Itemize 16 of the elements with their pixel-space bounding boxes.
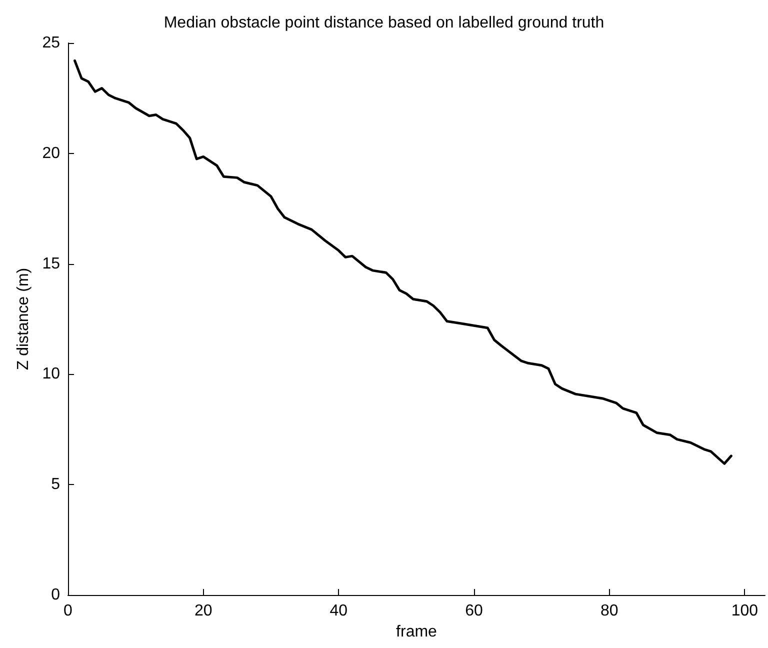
y-tick-label: 5 bbox=[51, 476, 60, 494]
chart-title: Median obstacle point distance based on labelled ground truth bbox=[164, 14, 604, 32]
x-tick-label: 40 bbox=[330, 602, 348, 620]
y-tick-label: 10 bbox=[42, 366, 60, 383]
x-tick-label: 100 bbox=[731, 602, 758, 620]
x-tick-label: 60 bbox=[465, 602, 484, 620]
x-tick-label: 0 bbox=[64, 602, 73, 620]
x-axis-title: frame bbox=[396, 623, 438, 640]
x-tick-label: 20 bbox=[194, 602, 212, 620]
y-tick-label: 15 bbox=[42, 255, 60, 272]
y-tick-label: 25 bbox=[42, 34, 60, 52]
x-tick-label: 80 bbox=[600, 602, 618, 620]
line-series bbox=[74, 59, 732, 465]
y-tick-label: 20 bbox=[42, 144, 60, 162]
y-axis-title: Z distance (m) bbox=[14, 268, 32, 370]
y-tick-label: 0 bbox=[51, 586, 60, 604]
